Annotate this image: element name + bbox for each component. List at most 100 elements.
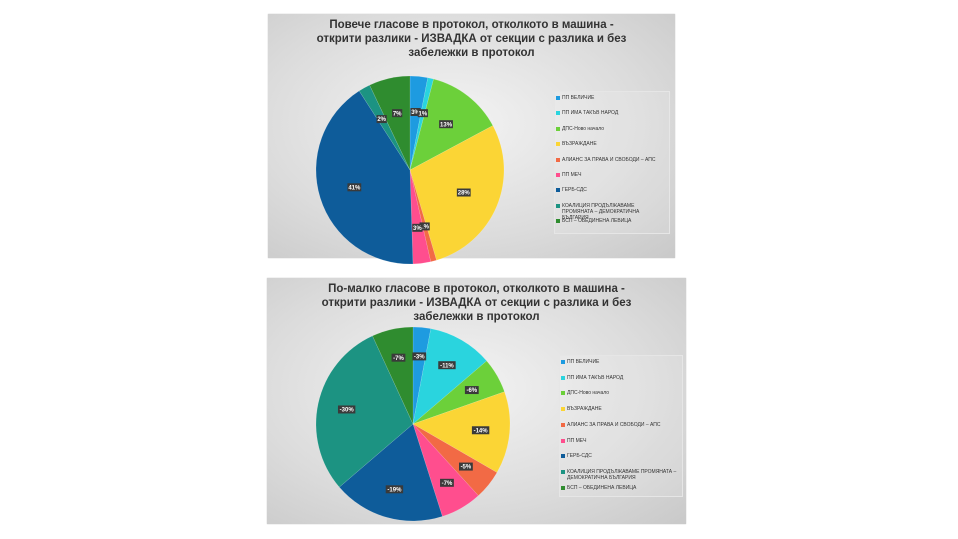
pie-slice-5: [409, 169, 437, 262]
svg-text:13%: 13%: [440, 122, 453, 128]
legend-label: КОАЛИЦИЯ ПРОДЪЛЖАВАМЕ ПРОМЯНАТА – ДЕМОКР…: [567, 468, 677, 481]
legend-item-3: ДПС-Ново начало: [555, 126, 604, 132]
pie-slice-6: [409, 169, 432, 265]
legend-swatch: [556, 188, 560, 193]
legend-item-5: АЛИАНС ЗА ПРАВА И СВОБОДИ – АПС: [555, 157, 656, 163]
legend-swatch: [556, 203, 560, 208]
legend-swatch: [561, 438, 565, 443]
chart-legend: ПП ВЕЛИЧИЕ ПП ИМА ТАКЪВ НАРОД ДПС-Ново нач…: [554, 91, 670, 234]
legend-swatch: [556, 96, 560, 100]
svg-text:2%: 2%: [377, 117, 386, 123]
legend-swatch: [561, 391, 565, 396]
data-label-8: 2%: [376, 115, 387, 123]
svg-text:-6%: -6%: [466, 388, 477, 394]
data-label-1: 3%: [410, 107, 421, 116]
legend-label: БСП – ОБЕДИНЕНА ЛЕВИЦА: [567, 484, 637, 491]
chart-legend: ПП ВЕЛИЧИЕ ПП ИМА ТАКЪВ НАРОД ДПС-Ново нач…: [559, 355, 683, 497]
data-label-5: -5%: [458, 462, 473, 471]
data-label-1: -3%: [412, 352, 427, 360]
legend-swatch: [561, 469, 565, 474]
legend-item-8: КОАЛИЦИЯ ПРОДЪЛЖАВАМЕ ПРОМЯНАТА – ДЕМОКР…: [555, 203, 666, 221]
legend-label: ВЪЗРАЖДАНЕ: [562, 141, 597, 148]
pie-slice-8: [315, 335, 414, 488]
legend-label: ПП ВЕЛИЧИЕ: [562, 95, 595, 101]
legend-item-2: ПП ИМА ТАКЪВ НАРОД: [555, 110, 618, 116]
legend-item-1: ПП ВЕЛИЧИЕ: [555, 95, 594, 101]
legend-label: ГЕРБ-СДС: [567, 453, 592, 460]
data-label-4: -14%: [471, 426, 490, 434]
legend-label: КОАЛИЦИЯ ПРОДЪЛЖАВАМЕ ПРОМЯНАТА – ДЕМОКР…: [562, 202, 640, 221]
legend-label: ПП ИМА ТАКЪВ НАРОД: [567, 374, 624, 381]
legend-item-5: АЛИАНС ЗА ПРАВА И СВОБОДИ – АПС: [560, 422, 661, 428]
legend-item-9: БСП – ОБЕДИНЕНА ЛЕВИЦА: [560, 485, 636, 491]
data-label-2: 1%: [417, 109, 428, 117]
legend-label: БСП – ОБЕДИНЕНА ЛЕВИЦА: [562, 218, 632, 225]
chart-panel-more-votes: Повече гласове в протокол, отколкото в м…: [268, 14, 675, 265]
svg-text:-19%: -19%: [387, 487, 402, 493]
legend-item-4: ВЪЗРАЖДАНЕ: [560, 406, 602, 412]
legend-swatch: [561, 375, 565, 380]
legend-item-4: ВЪЗРАЖДАНЕ: [555, 141, 597, 147]
svg-text:-14%: -14%: [474, 428, 489, 434]
svg-text:-3%: -3%: [414, 354, 425, 360]
svg-text:3%: 3%: [413, 226, 422, 232]
pie-slice-9: [372, 326, 414, 425]
data-label-7: -19%: [385, 485, 404, 493]
legend-label: ВЪЗРАЖДАНЕ: [567, 406, 602, 413]
legend-label: ДПС-Ново начало: [567, 390, 609, 397]
pie-slice-7: [338, 423, 443, 522]
legend-swatch: [561, 422, 565, 427]
svg-text:-7%: -7%: [393, 356, 404, 362]
data-label-8: -30%: [337, 405, 356, 414]
data-label-6: 3%: [412, 223, 423, 232]
chart-title: По-малко гласове в протокол, отколкото в…: [321, 283, 632, 323]
pie-slice-3: [412, 360, 505, 425]
svg-text:1%: 1%: [419, 111, 428, 117]
legend-item-3: ДПС-Ново начало: [560, 390, 609, 396]
pie-slice-8: [358, 84, 411, 171]
legend-item-7: ГЕРБ-СДС: [555, 187, 587, 193]
legend-swatch: [556, 126, 560, 131]
legend-swatch: [561, 485, 565, 490]
legend-label: ГЕРБ-СДС: [562, 187, 587, 194]
data-label-9: 7%: [392, 109, 403, 117]
pie-slice-5: [412, 423, 498, 497]
pie-slice-6: [412, 423, 479, 517]
legend-item-2: ПП ИМА ТАКЪВ НАРОД: [560, 375, 623, 381]
legend-item-9: БСП – ОБЕДИНЕНА ЛЕВИЦА: [555, 218, 631, 224]
chart-panel-fewer-votes: По-малко гласове в протокол, отколкото в…: [267, 278, 686, 524]
svg-text:1%: 1%: [420, 225, 429, 231]
svg-text:-5%: -5%: [461, 465, 472, 471]
pie-chart: -3% -11% -6% -14% -5% -7% -19% -30% -7%: [315, 326, 511, 522]
data-label-4: 28%: [456, 188, 471, 197]
svg-text:7%: 7%: [393, 111, 402, 117]
pie-slice-9: [369, 75, 411, 171]
legend-swatch: [561, 454, 565, 459]
legend-swatch: [556, 173, 560, 177]
legend-item-6: ПП МЕЧ: [560, 438, 586, 444]
legend-item-7: ГЕРБ-СДС: [560, 453, 592, 459]
svg-text:28%: 28%: [458, 191, 471, 197]
data-label-3: -6%: [464, 386, 479, 394]
legend-swatch: [556, 111, 560, 116]
chart-title: Повече гласове в протокол, отколкото в м…: [316, 19, 627, 59]
legend-label: ДПС-Ново начало: [562, 125, 604, 132]
data-label-7: 41%: [347, 183, 362, 191]
data-label-6: -7%: [440, 478, 454, 487]
data-label-9: -7%: [391, 353, 406, 362]
svg-text:41%: 41%: [348, 185, 361, 191]
pie-slice-2: [409, 77, 434, 171]
legend-item-6: ПП МЕЧ: [555, 172, 581, 178]
legend-swatch: [561, 407, 565, 412]
pie-chart: 3%1%13%28%1%3%41%2%7%: [315, 75, 505, 265]
legend-item-1: ПП ВЕЛИЧИЕ: [560, 359, 599, 365]
data-label-2: -11%: [438, 361, 456, 369]
legend-label: АЛИАНС ЗА ПРАВА И СВОБОДИ – АПС: [562, 156, 656, 163]
legend-swatch: [556, 219, 560, 224]
legend-label: ПП ВЕЛИЧИЕ: [567, 359, 600, 365]
legend-label: ПП ИМА ТАКЪВ НАРОД: [562, 110, 619, 117]
legend-swatch: [556, 157, 560, 162]
pie-slice-1: [409, 75, 429, 171]
svg-text:3%: 3%: [411, 110, 420, 116]
pie-slice-4: [412, 391, 511, 473]
